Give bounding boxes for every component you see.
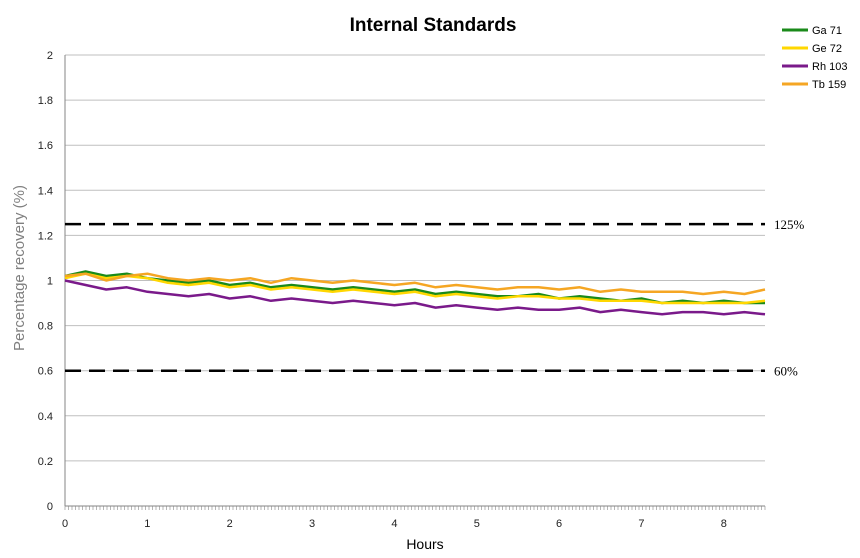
x-tick-label: 2 (227, 518, 233, 530)
series-line-3 (64, 272, 766, 296)
y-tick-label: 0 (47, 501, 53, 513)
series-line-0 (64, 270, 765, 305)
legend-label-3: Tb 159 (812, 79, 846, 91)
x-tick-label: 5 (474, 518, 480, 530)
x-tick-label: 7 (638, 518, 644, 530)
x-tick-label: 6 (556, 518, 562, 530)
x-tick-label: 0 (62, 518, 68, 530)
y-tick-label: 0.6 (38, 366, 53, 378)
threshold-label-0: 125% (774, 217, 805, 232)
y-tick-label: 1.6 (38, 140, 53, 152)
x-axis-title: Hours (406, 536, 443, 552)
y-tick-label: 1.8 (38, 95, 53, 107)
chart-title: Internal Standards (350, 15, 517, 36)
series-line-1 (64, 272, 766, 305)
x-tick-label: 3 (309, 518, 315, 530)
y-tick-label: 1.2 (38, 230, 53, 242)
y-tick-label: 0.2 (38, 456, 53, 468)
y-tick-label: 2 (47, 50, 53, 62)
x-tick-label: 4 (391, 518, 397, 530)
y-tick-label: 1.4 (38, 185, 53, 197)
y-tick-label: 0.8 (38, 321, 53, 333)
axes: 0 0.2 0.4 0.6 0.8 1 1.2 1.4 1.6 1.8 2 0 1 2 3 4 5 6 7 8 (38, 50, 766, 530)
series-line-2 (64, 279, 766, 316)
y-axis-title: Percentage recovery (%) (11, 185, 28, 351)
y-tick-label: 1 (47, 276, 53, 288)
gridlines (65, 54, 765, 462)
x-tick-label: 1 (144, 518, 150, 530)
series-lines (64, 270, 766, 316)
legend-label-1: Ge 72 (812, 43, 842, 55)
x-tick-label: 8 (721, 518, 727, 530)
y-tick-label: 0.4 (38, 411, 53, 423)
legend-label-2: Rh 103 (812, 61, 847, 73)
threshold-label-1: 60% (774, 364, 798, 379)
legend-label-0: Ga 71 (812, 25, 842, 37)
reference-lines: 125% 60% (65, 217, 805, 379)
legend: Ga 71 Ge 72 Rh 103 Tb 159 (782, 25, 847, 91)
